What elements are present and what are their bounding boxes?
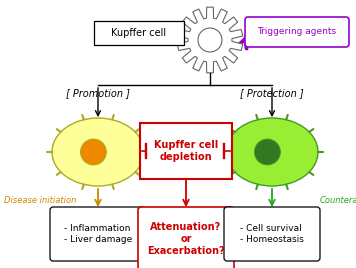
Circle shape: [80, 139, 106, 165]
FancyBboxPatch shape: [94, 21, 184, 45]
Circle shape: [198, 28, 222, 52]
Text: - Cell survival
- Homeostasis: - Cell survival - Homeostasis: [240, 224, 304, 244]
FancyBboxPatch shape: [50, 207, 146, 261]
Text: Attenuation?
or
Exacerbation?: Attenuation? or Exacerbation?: [147, 222, 225, 256]
Text: Disease initiation: Disease initiation: [4, 196, 77, 205]
Text: Counteraction: Counteraction: [320, 196, 356, 205]
Polygon shape: [177, 7, 243, 73]
FancyBboxPatch shape: [140, 123, 232, 179]
Text: Kupffer cell: Kupffer cell: [111, 28, 167, 38]
Text: [ Protection ]: [ Protection ]: [240, 88, 304, 98]
Text: Triggering agents: Triggering agents: [257, 28, 336, 36]
FancyBboxPatch shape: [245, 17, 349, 47]
Text: - Inflammation
- Liver damage: - Inflammation - Liver damage: [64, 224, 132, 244]
Text: [ Promotion ]: [ Promotion ]: [66, 88, 130, 98]
FancyBboxPatch shape: [138, 207, 234, 268]
Ellipse shape: [226, 118, 318, 186]
Circle shape: [255, 139, 280, 165]
Ellipse shape: [52, 118, 144, 186]
FancyBboxPatch shape: [224, 207, 320, 261]
Text: Kupffer cell
depletion: Kupffer cell depletion: [154, 140, 218, 162]
